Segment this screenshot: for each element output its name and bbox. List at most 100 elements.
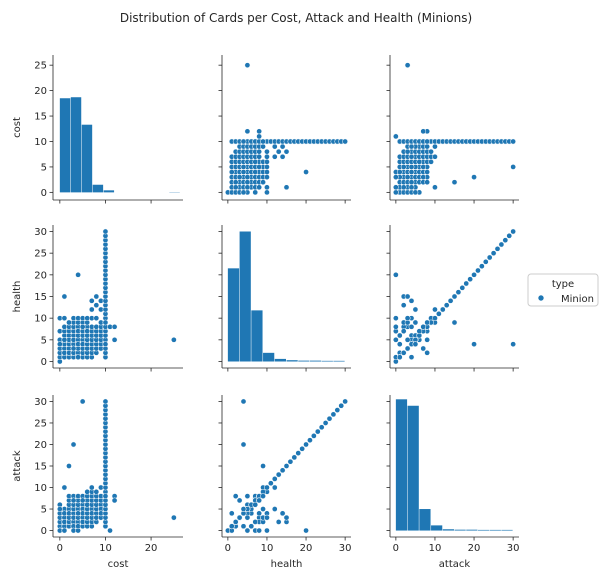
- scatter-point: [404, 293, 411, 300]
- scatter-point: [279, 153, 286, 160]
- scatter-point: [400, 328, 407, 335]
- scatter-point: [404, 174, 411, 180]
- scatter-point: [256, 133, 262, 140]
- scatter-point: [424, 349, 430, 356]
- scatter-point: [248, 523, 255, 530]
- scatter-point: [424, 143, 430, 150]
- hist-bar-health-2: [251, 310, 263, 362]
- scatter-point: [428, 148, 434, 155]
- scatter-point: [256, 184, 262, 191]
- scatter-point: [256, 164, 262, 170]
- scatter-point: [396, 332, 403, 339]
- scatter-point: [475, 267, 481, 274]
- scatter-point: [256, 497, 262, 504]
- scatter-point: [303, 441, 309, 448]
- scatter-point: [268, 480, 274, 487]
- scatter-point: [75, 510, 81, 517]
- scatter-point: [490, 250, 497, 257]
- scatter-point: [412, 341, 419, 348]
- scatter-point: [408, 354, 415, 361]
- hist-bar-cost-4: [103, 190, 115, 193]
- hist-bar-health-0: [227, 268, 240, 362]
- scatter-point: [264, 189, 270, 196]
- scatter-point: [471, 271, 477, 278]
- scatter-point: [240, 169, 247, 175]
- y-tick-label: 25: [34, 61, 47, 72]
- scatter-point: [264, 148, 270, 155]
- y-tick-label: 15: [34, 292, 47, 303]
- scatter-point: [236, 174, 243, 180]
- scatter-point: [260, 143, 266, 150]
- x-tick-label: 10: [429, 543, 442, 554]
- scatter-point: [330, 411, 337, 418]
- hist-bar-health-5: [286, 360, 298, 362]
- scatter-point: [393, 323, 399, 330]
- x-tick-label: 10: [99, 543, 112, 554]
- scatter-point: [408, 164, 415, 170]
- panel-attack-vs-cost: 0 5 10 15 20 25 30 0 10 20: [34, 395, 183, 554]
- scatter-point: [396, 341, 403, 348]
- scatter-point: [443, 302, 450, 309]
- y-tick-label: 15: [34, 462, 47, 473]
- scatter-point: [408, 297, 415, 304]
- scatter-point: [416, 158, 423, 165]
- scatter-point: [279, 510, 286, 517]
- scatter-point: [232, 519, 239, 525]
- scatter-point: [70, 345, 77, 352]
- x-tick-label: 30: [507, 543, 520, 554]
- scatter-point: [283, 148, 290, 155]
- scatter-point: [451, 319, 458, 326]
- hist-bar-attack-9: [501, 529, 513, 531]
- scatter-point: [260, 463, 266, 469]
- scatter-point: [283, 514, 290, 521]
- scatter-point: [240, 189, 247, 196]
- panel-health-vs-health: [218, 225, 351, 372]
- scatter-point: [102, 341, 109, 348]
- hist-bar-attack-7: [477, 529, 490, 531]
- scatter-point: [408, 323, 415, 330]
- scatter-point: [393, 271, 399, 278]
- scatter-point: [102, 319, 109, 326]
- hist-bar-attack-6: [466, 529, 478, 531]
- y-tick-label: 0: [41, 526, 47, 537]
- x-tick-label: 0: [225, 543, 231, 554]
- x-axis-label-cost: cost: [108, 559, 129, 570]
- scatter-point: [424, 336, 430, 343]
- scatter-point: [256, 128, 262, 135]
- legend: type Minion: [527, 273, 599, 307]
- scatter-point: [432, 184, 438, 191]
- scatter-point: [393, 184, 399, 191]
- scatter-point: [244, 128, 251, 135]
- scatter-point: [463, 280, 470, 287]
- scatter-point: [256, 527, 262, 534]
- scatter-point: [264, 158, 270, 165]
- scatter-point: [412, 306, 419, 313]
- hist-bar-attack-4: [442, 529, 454, 531]
- scatter-point: [393, 133, 399, 140]
- y-tick-label: 10: [34, 314, 47, 325]
- scatter-point: [271, 153, 278, 160]
- scatter-point: [408, 153, 415, 160]
- scatter-point: [396, 354, 403, 361]
- scatter-point: [295, 450, 302, 456]
- scatter-point: [424, 138, 430, 145]
- scatter-point: [275, 471, 282, 478]
- scatter-point: [228, 169, 235, 175]
- scatter-point: [455, 289, 462, 296]
- hist-bar-cost-1: [70, 97, 82, 193]
- scatter-point: [70, 441, 77, 448]
- scatter-point: [393, 336, 399, 343]
- scatter-point: [260, 179, 266, 186]
- scatter-point: [244, 527, 251, 534]
- scatter-point: [88, 297, 95, 304]
- hist-bar-health-6: [298, 360, 310, 362]
- y-tick-label: 10: [34, 137, 47, 148]
- scatter-point: [502, 237, 509, 244]
- scatter-point: [61, 293, 68, 300]
- scatter-point: [260, 506, 266, 512]
- scatter-point: [436, 310, 442, 317]
- scatter-point: [291, 454, 298, 461]
- scatter-point: [244, 174, 251, 180]
- scatter-point: [510, 341, 516, 348]
